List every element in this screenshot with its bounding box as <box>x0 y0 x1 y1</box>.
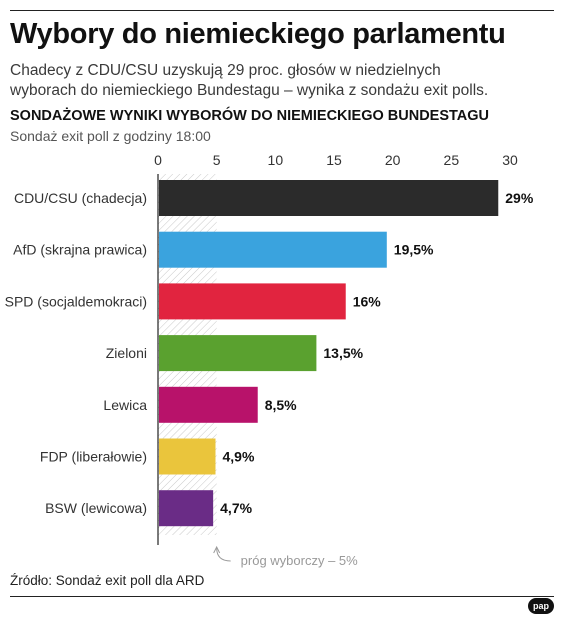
category-label: Lewica <box>103 397 147 413</box>
bar <box>159 231 387 268</box>
category-label: CDU/CSU (chadecja) <box>14 190 147 206</box>
page-title: Wybory do niemieckiego parlamentu <box>10 18 506 50</box>
value-label: 19,5% <box>394 242 434 258</box>
x-tick-label: 0 <box>154 152 162 168</box>
threshold-label: próg wyborczy – 5% <box>241 553 358 568</box>
category-label: Zieloni <box>106 345 147 361</box>
bar <box>159 490 214 527</box>
value-label: 4,7% <box>220 500 252 516</box>
value-label: 13,5% <box>323 345 363 361</box>
category-label: AfD (skrajna prawica) <box>13 242 147 258</box>
threshold-arrowhead <box>213 545 221 554</box>
value-label: 4,9% <box>222 449 254 465</box>
x-tick-label: 30 <box>502 152 518 168</box>
page-subtitle: Chadecy z CDU/CSU uzyskują 29 proc. głos… <box>10 62 489 99</box>
bar <box>159 335 317 372</box>
x-tick-label: 25 <box>444 152 460 168</box>
source-note: Źródło: Sondaż exit poll dla ARD <box>10 573 205 588</box>
x-tick-label: 20 <box>385 152 401 168</box>
category-label: BSW (lewicowa) <box>45 500 147 516</box>
category-label: FDP (liberałowie) <box>40 449 147 465</box>
bar <box>159 386 258 423</box>
value-label: 8,5% <box>265 397 297 413</box>
x-tick-label: 5 <box>213 152 221 168</box>
x-tick-label: 10 <box>268 152 284 168</box>
category-label: SPD (socjaldemokraci) <box>5 293 147 309</box>
bar <box>159 180 499 216</box>
pap-logo: pap <box>528 598 554 614</box>
bottom-rule <box>10 596 554 597</box>
top-rule <box>10 10 554 11</box>
x-tick-label: 15 <box>326 152 342 168</box>
bar <box>159 283 346 320</box>
threshold-arrow <box>216 547 231 562</box>
chart-title: SONDAŻOWE WYNIKI WYBORÓW DO NIEMIECKIEGO… <box>10 108 490 124</box>
value-label: 16% <box>353 293 382 309</box>
bar <box>159 438 216 475</box>
value-label: 29% <box>505 190 534 206</box>
chart-subtitle: Sondaż exit poll z godziny 18:00 <box>10 128 211 144</box>
